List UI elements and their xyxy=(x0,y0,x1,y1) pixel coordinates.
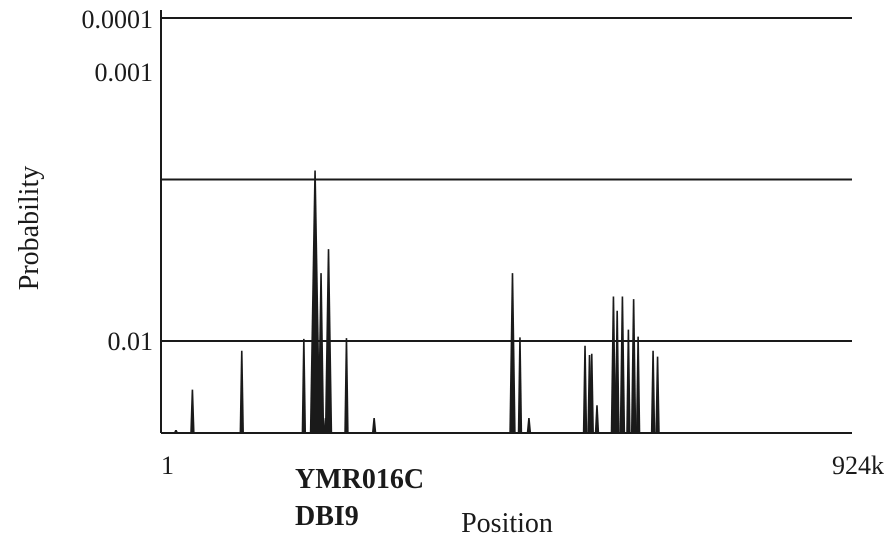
chart-marks xyxy=(173,170,660,434)
peak-4 xyxy=(309,170,321,434)
peak-15 xyxy=(589,353,594,433)
peak-17 xyxy=(610,296,617,433)
grid-lines xyxy=(161,17,852,342)
x-tick-label-end: 924k xyxy=(832,451,884,480)
peak-8 xyxy=(344,338,349,433)
peak-9 xyxy=(371,418,377,433)
peak-23 xyxy=(650,350,656,433)
peak-18 xyxy=(614,310,620,433)
peak-12 xyxy=(526,418,532,433)
x-axis-title: Position xyxy=(461,508,553,539)
peak-22 xyxy=(635,336,641,433)
peak-24 xyxy=(655,356,660,433)
peak-2 xyxy=(239,350,244,433)
y-axis-title: Probability xyxy=(14,166,45,290)
x-tick-label-start: 1 xyxy=(161,451,174,480)
y-tick-label-0.001: 0.001 xyxy=(95,58,154,87)
peak-21 xyxy=(630,299,637,433)
peak-11 xyxy=(517,337,523,433)
peak-5 xyxy=(317,273,325,433)
peak-19 xyxy=(619,296,626,433)
peak-13 xyxy=(582,345,588,433)
peak-20 xyxy=(626,329,631,433)
y-tick-label-0.01: 0.01 xyxy=(108,327,154,356)
y-tick-label-0.0001: 0.0001 xyxy=(82,5,154,34)
gene-annotation-dbi9: DBI9 xyxy=(295,501,359,532)
gene-annotation-ymr016c: YMR016C xyxy=(295,464,424,495)
peak-16 xyxy=(594,405,600,433)
peak-7 xyxy=(324,249,333,433)
peak-10 xyxy=(509,273,516,433)
peak-1 xyxy=(190,389,195,433)
peak-3 xyxy=(301,338,307,433)
